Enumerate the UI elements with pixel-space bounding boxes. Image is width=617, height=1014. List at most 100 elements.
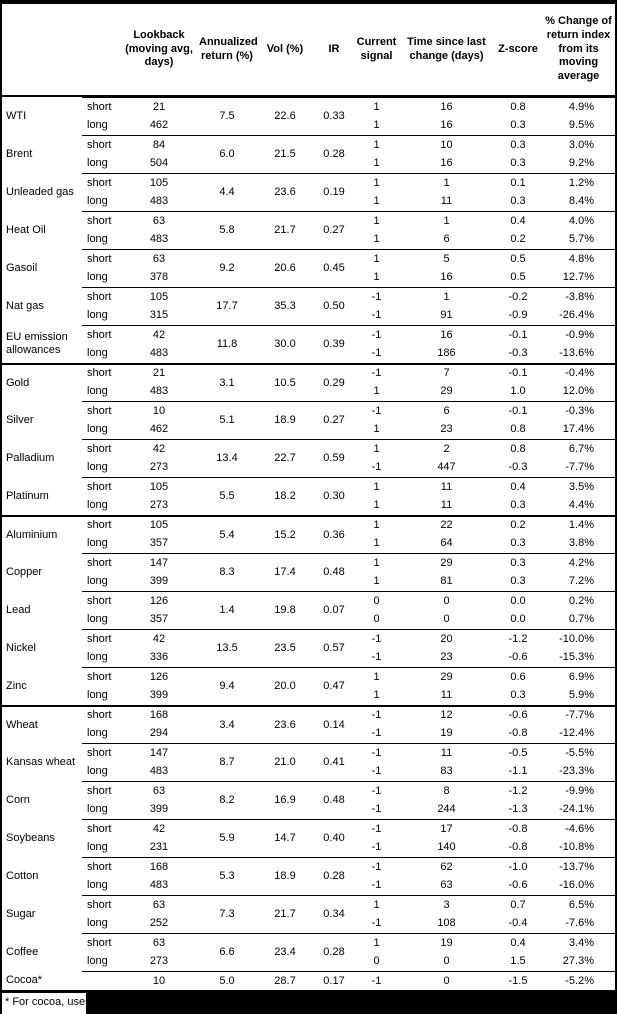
time-since-change-value: 0 (443, 613, 450, 626)
table-row: long 462 1 23 0.8 17.4% (2, 420, 615, 439)
leg-label: short (82, 781, 120, 800)
time-since-change-value: 186 (437, 347, 456, 360)
leg-label: short (82, 743, 120, 762)
signal-value: -1 (371, 347, 382, 360)
signal-value: -1 (354, 705, 399, 724)
vol-value: 20.6 (256, 249, 314, 287)
lookback-value: 147 (120, 553, 198, 572)
time-since-change-value: 22 (399, 515, 494, 534)
lookback-value: 63 (120, 895, 198, 914)
pct-change-value: 5.7% (568, 233, 594, 246)
pct-change-value: 5.9% (568, 689, 594, 702)
pct-change-value: 3.5% (542, 477, 615, 496)
table-row: long 378 1 16 0.5 12.7% (2, 268, 615, 287)
vol-value: 19.8 (256, 591, 314, 629)
z-score-value: 0.5 (510, 271, 526, 284)
header-commodity (2, 4, 82, 97)
lookback-value: 483 (149, 195, 169, 208)
leg-label: short (82, 591, 120, 610)
pct-change-value: -15.3% (559, 651, 594, 664)
pct-change-value: 3.4% (542, 933, 615, 952)
annualized-return-value: 5.4 (198, 515, 256, 553)
time-since-change-value: 23 (440, 651, 453, 664)
time-since-change-value: 1 (399, 173, 494, 192)
pct-change-value: 6.9% (542, 667, 615, 686)
vol-value: 10.5 (256, 363, 314, 401)
leg-label: long (87, 309, 108, 322)
table-row: long 483 1 11 0.3 8.4% (2, 192, 615, 211)
vol-value: 18.2 (256, 477, 314, 515)
z-score-value: -0.1 (494, 325, 542, 344)
z-score-value: 0.8 (510, 423, 526, 436)
vol-value: 17.4 (256, 553, 314, 591)
signal-value: -1 (371, 765, 382, 778)
time-since-change-value: 447 (437, 461, 456, 474)
commodity-name: Zinc (6, 679, 27, 692)
commodity-name: Cotton (6, 869, 39, 882)
ir-value: 0.59 (314, 439, 354, 477)
table-row: long 273 -1 447 -0.3 -7.7% (2, 458, 615, 477)
annualized-return-value: 7.3 (198, 895, 256, 933)
z-score-value: 0.3 (510, 689, 526, 702)
table-row: long 399 1 11 0.3 5.9% (2, 686, 615, 705)
annualized-return-value: 7.5 (198, 97, 256, 135)
redaction-bar (86, 993, 615, 1014)
lookback-value: 168 (120, 857, 198, 876)
table-row: long 504 1 16 0.3 9.2% (2, 154, 615, 173)
commodity-name: Unleaded gas (6, 185, 74, 198)
leg-label: long (87, 385, 108, 398)
z-score-value: 0.2 (494, 515, 542, 534)
commodity-name: Nat gas (6, 299, 44, 312)
lookback-value: 63 (120, 211, 198, 230)
ir-value: 0.57 (314, 629, 354, 667)
signal-value: 1 (373, 195, 380, 208)
lookback-value: 483 (149, 385, 169, 398)
z-score-value: 0.0 (494, 591, 542, 610)
leg-label: long (87, 157, 108, 170)
vol-value: 20.0 (256, 667, 314, 705)
lookback-value: 42 (120, 325, 198, 344)
z-score-value: -0.3 (508, 347, 528, 360)
signal-value: 1 (373, 233, 380, 246)
ir-value: 0.40 (314, 819, 354, 857)
time-since-change-value: 20 (399, 629, 494, 648)
table-row: long 399 -1 244 -1.3 -24.1% (2, 800, 615, 819)
annualized-return-value: 5.1 (198, 401, 256, 439)
commodity-name: Silver (6, 413, 34, 426)
time-since-change-value: 0 (443, 955, 450, 968)
vol-value: 35.3 (256, 287, 314, 325)
z-score-value: 0.4 (494, 933, 542, 952)
leg-label: long (87, 803, 108, 816)
annualized-return-value: 6.0 (198, 135, 256, 173)
leg-label: short (82, 287, 120, 306)
commodity-name: Wheat (2, 705, 82, 743)
commodity-name: Gasoil (6, 261, 38, 274)
table-row: Palladium short 42 13.4 22.7 0.59 1 2 0.8 6.7% (2, 439, 615, 464)
vol-value: 22.6 (256, 97, 314, 135)
time-since-change-value: 11 (440, 689, 453, 702)
lookback-value: 21 (120, 97, 198, 116)
leg-label: short (82, 173, 120, 192)
pct-change-value: -3.8% (542, 287, 615, 306)
signal-value: 1 (354, 439, 399, 458)
z-score-value: -0.6 (508, 879, 528, 892)
signal-value: -1 (354, 401, 399, 420)
time-since-change-value: 91 (440, 309, 453, 322)
lookback-value: 63 (120, 933, 198, 952)
z-score-value: 0.5 (494, 249, 542, 268)
time-since-change-value: 16 (399, 97, 494, 116)
table-row: long 252 -1 108 -0.4 -7.6% (2, 914, 615, 933)
time-since-change-value: 1 (399, 287, 494, 306)
leg-label: short (82, 629, 120, 648)
lookback-value: 10 (120, 401, 198, 420)
lookback-value: 105 (120, 477, 198, 496)
table-header: Lookback (moving avg, days) Annualized r… (2, 4, 615, 97)
lookback-value: 273 (149, 955, 169, 968)
pct-change-value: 4.8% (542, 249, 615, 268)
commodity-name: Coffee (6, 945, 39, 958)
leg-label: short (82, 667, 120, 686)
time-since-change-value: 108 (437, 917, 456, 930)
pct-change-value: 7.2% (568, 575, 594, 588)
table-row: Nickel short 42 13.5 23.5 0.57 -1 20 -1.2 -10.0% (2, 629, 615, 654)
signal-value: 1 (354, 895, 399, 914)
